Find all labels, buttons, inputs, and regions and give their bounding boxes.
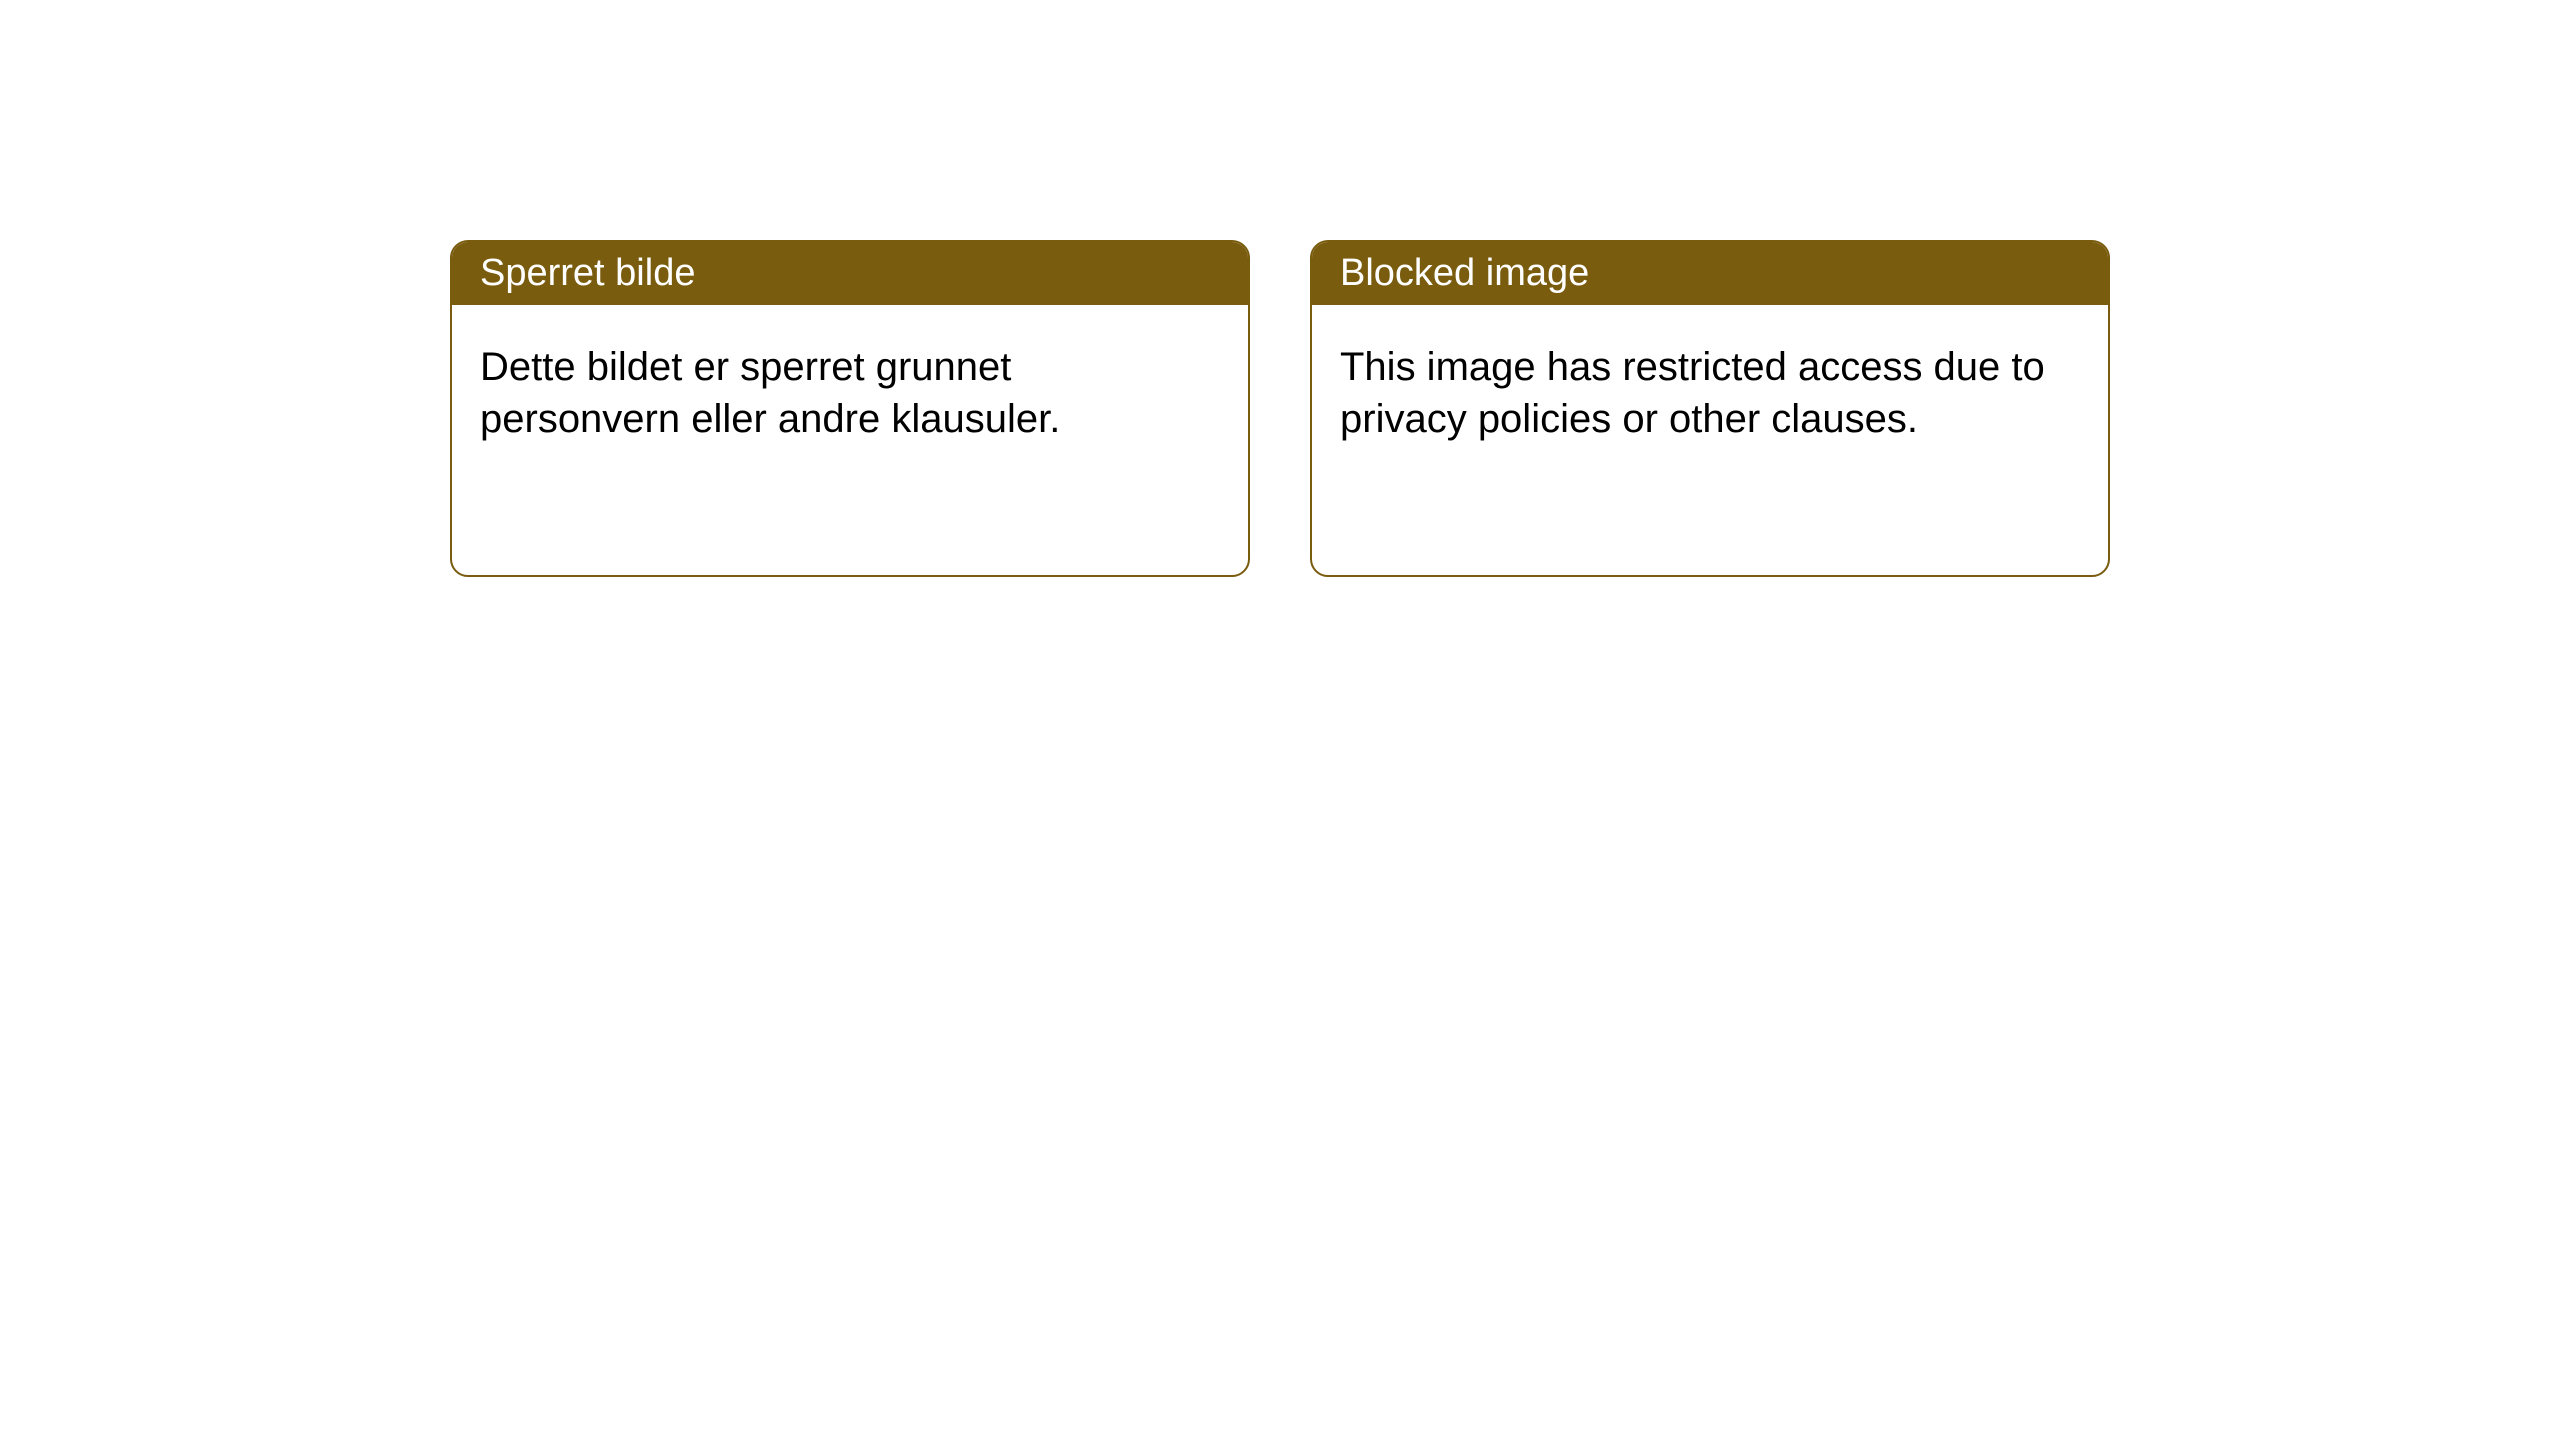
card-norwegian: Sperret bilde Dette bildet er sperret gr… [450,240,1250,577]
card-body-english: This image has restricted access due to … [1312,305,2108,575]
card-header-norwegian: Sperret bilde [452,242,1248,305]
card-header-english: Blocked image [1312,242,2108,305]
cards-container: Sperret bilde Dette bildet er sperret gr… [450,240,2560,577]
card-english: Blocked image This image has restricted … [1310,240,2110,577]
card-body-norwegian: Dette bildet er sperret grunnet personve… [452,305,1248,575]
